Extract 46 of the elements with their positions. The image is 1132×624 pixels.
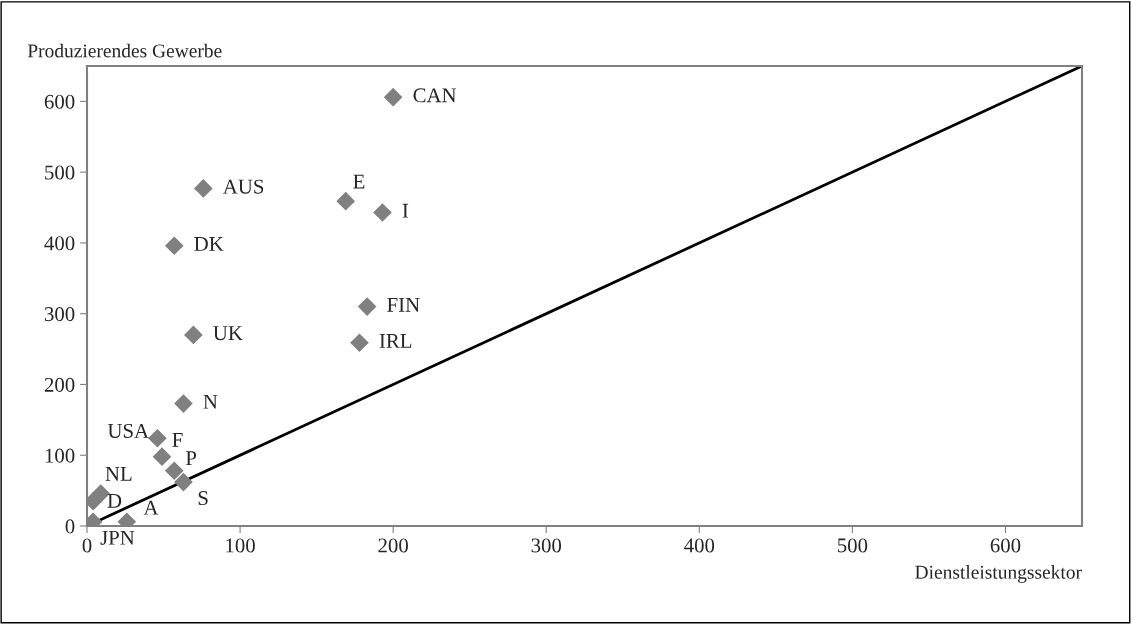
x-tick-label: 500 [837, 538, 868, 553]
point [148, 428, 167, 448]
annotation: IRL [379, 334, 412, 348]
annotation: P [185, 451, 197, 465]
annotation: E [353, 174, 365, 189]
point [152, 447, 172, 466]
x-tick-label: 300 [531, 538, 562, 553]
point [184, 325, 203, 345]
annotation: I [402, 203, 409, 218]
y-tick-label: 500 [45, 165, 75, 180]
x-tick-label: 600 [990, 538, 1021, 553]
point [383, 87, 403, 107]
point [336, 191, 356, 211]
annotation: UK [213, 326, 243, 341]
x-tick-label: 200 [378, 538, 408, 553]
annotation: F [172, 433, 183, 447]
y-tick-label: 600 [44, 94, 75, 109]
y-tick-label: 400 [44, 236, 75, 251]
annotation: FIN [387, 297, 420, 312]
annotation: A [143, 500, 159, 515]
point [174, 394, 193, 413]
annotation: CAN [413, 88, 457, 103]
point [164, 236, 184, 256]
annotation: USA [107, 423, 149, 438]
point [194, 179, 213, 198]
annotation: AUS [222, 179, 264, 194]
annotation: D [107, 493, 122, 508]
point [357, 297, 377, 316]
x-axis-title: Dienstleistungssektor [915, 565, 1082, 583]
y-tick-label: 200 [44, 377, 75, 392]
annotation: S [198, 491, 208, 506]
point [350, 333, 369, 353]
point [174, 472, 193, 492]
y-axis-title: Produzierendes Gewerbe [27, 43, 222, 58]
x-tick-label: 400 [684, 538, 715, 553]
annotation: JPN [100, 530, 135, 545]
annotation: NL [105, 467, 132, 481]
point [164, 461, 184, 481]
y-tick-label: 300 [44, 307, 75, 322]
point [373, 203, 392, 222]
x-tick-label: 100 [226, 538, 255, 553]
x-tick-label: 0 [82, 538, 92, 553]
y-tick-label: 100 [45, 448, 75, 463]
annotation: N [203, 394, 218, 409]
y-tick-label: 0 [65, 519, 75, 534]
annotation: DK [194, 237, 224, 251]
